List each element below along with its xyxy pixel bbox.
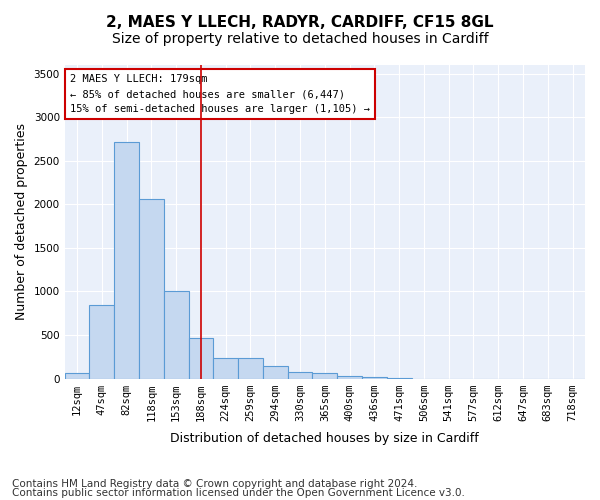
- Bar: [337, 376, 362, 378]
- Bar: [214, 358, 238, 378]
- Bar: [139, 199, 164, 378]
- Bar: [238, 358, 263, 378]
- Text: Size of property relative to detached houses in Cardiff: Size of property relative to detached ho…: [112, 32, 488, 46]
- Bar: [263, 366, 287, 378]
- Bar: [287, 372, 313, 378]
- Text: 2, MAES Y LLECH, RADYR, CARDIFF, CF15 8GL: 2, MAES Y LLECH, RADYR, CARDIFF, CF15 8G…: [106, 15, 494, 30]
- Bar: [313, 374, 337, 378]
- X-axis label: Distribution of detached houses by size in Cardiff: Distribution of detached houses by size …: [170, 432, 479, 445]
- Bar: [114, 142, 139, 378]
- Text: Contains public sector information licensed under the Open Government Licence v3: Contains public sector information licen…: [12, 488, 465, 498]
- Text: 2 MAES Y LLECH: 179sqm
← 85% of detached houses are smaller (6,447)
15% of semi-: 2 MAES Y LLECH: 179sqm ← 85% of detached…: [70, 74, 370, 114]
- Y-axis label: Number of detached properties: Number of detached properties: [15, 124, 28, 320]
- Bar: [89, 304, 114, 378]
- Bar: [188, 338, 214, 378]
- Bar: [164, 292, 188, 378]
- Bar: [362, 377, 387, 378]
- Text: Contains HM Land Registry data © Crown copyright and database right 2024.: Contains HM Land Registry data © Crown c…: [12, 479, 418, 489]
- Bar: [65, 374, 89, 378]
